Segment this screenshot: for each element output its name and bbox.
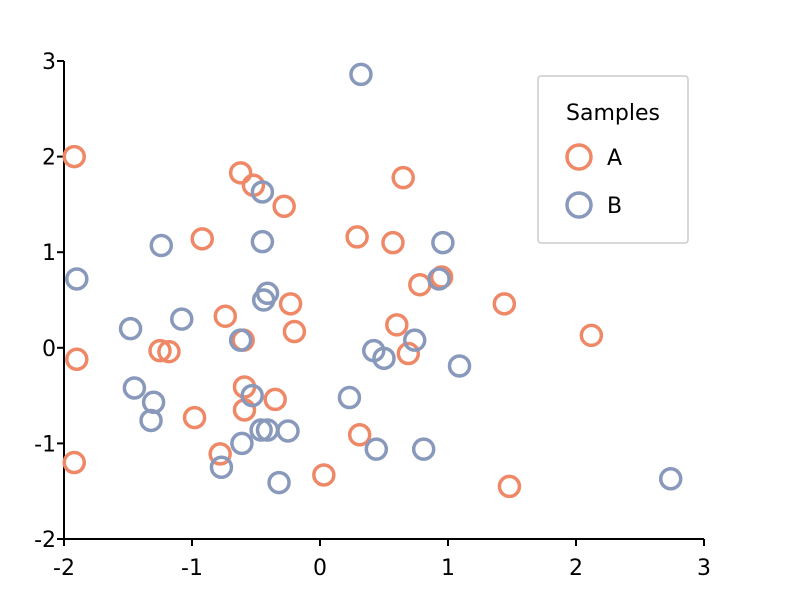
- data-point-b: [276, 419, 300, 443]
- data-point-b: [411, 437, 436, 461]
- data-point-a: [182, 405, 207, 430]
- x-tick-label: -1: [181, 556, 203, 581]
- data-point-b: [149, 233, 174, 258]
- data-point-a: [62, 144, 86, 169]
- data-point-b: [349, 62, 373, 87]
- data-point-a: [345, 225, 369, 249]
- x-tick-label: -2: [53, 556, 75, 581]
- y-tick-label: -1: [34, 432, 56, 457]
- data-point-b: [255, 281, 280, 306]
- data-point-a: [497, 474, 522, 499]
- data-point-a: [282, 319, 307, 344]
- legend-label-a: A: [607, 146, 622, 171]
- data-point-a: [190, 227, 214, 251]
- data-point-b: [240, 383, 264, 408]
- data-point-a: [263, 387, 287, 412]
- data-point-a: [62, 450, 86, 475]
- series-b: [65, 62, 683, 495]
- y-tick-label: -2: [34, 528, 56, 553]
- data-point-a: [208, 442, 232, 466]
- legend-marker-b: [565, 191, 593, 219]
- data-point-b: [658, 467, 683, 491]
- data-point-b: [122, 376, 147, 400]
- data-point-b: [337, 385, 362, 410]
- data-point-a: [396, 341, 421, 366]
- data-point-a: [272, 194, 296, 219]
- data-point-a: [157, 339, 181, 364]
- legend-marker-a: [565, 143, 593, 171]
- data-point-b: [249, 418, 273, 442]
- data-point-b: [230, 431, 254, 456]
- data-point-a: [492, 292, 517, 316]
- data-point-a: [347, 423, 372, 447]
- data-point-b: [118, 316, 143, 341]
- data-point-a: [228, 161, 253, 185]
- y-tick-label: 1: [42, 241, 56, 266]
- data-point-a: [391, 165, 415, 190]
- data-point-b: [250, 180, 275, 204]
- x-tick-label: 3: [697, 556, 711, 581]
- legend-box: [537, 75, 689, 244]
- data-point-b: [431, 230, 455, 255]
- data-point-b: [364, 437, 389, 461]
- data-point-a: [312, 463, 336, 487]
- data-point-b: [65, 267, 89, 291]
- data-point-b: [447, 354, 472, 378]
- data-point-a: [385, 313, 409, 337]
- data-point-a: [579, 323, 604, 348]
- data-point-b: [267, 470, 291, 495]
- data-point-b: [372, 346, 396, 371]
- x-tick-label: 1: [441, 556, 455, 581]
- legend: Samples AB: [537, 75, 689, 244]
- data-point-b: [170, 307, 194, 331]
- y-tick-label: 0: [42, 337, 56, 362]
- data-point-a: [408, 272, 432, 297]
- data-point-b: [427, 267, 451, 291]
- data-point-a: [213, 304, 238, 329]
- x-tick-label: 2: [569, 556, 583, 581]
- data-point-b: [139, 408, 163, 433]
- axes: -2 -1 0 1 2 3 -2 -1 0 1 2 3: [34, 50, 711, 581]
- data-point-b: [228, 328, 253, 352]
- data-point-a: [278, 292, 303, 316]
- data-point-b: [402, 328, 427, 352]
- data-point-a: [148, 338, 172, 363]
- data-points: [62, 62, 683, 499]
- data-point-b: [250, 229, 275, 254]
- y-tick-label: 2: [42, 146, 56, 171]
- x-tick-label: 0: [313, 556, 327, 581]
- legend-label-b: B: [607, 194, 622, 219]
- y-tick-label: 3: [42, 50, 56, 75]
- series-a: [62, 144, 604, 499]
- data-point-b: [209, 455, 234, 480]
- data-point-a: [65, 347, 89, 372]
- data-point-a: [381, 230, 405, 255]
- legend-title: Samples: [566, 101, 660, 126]
